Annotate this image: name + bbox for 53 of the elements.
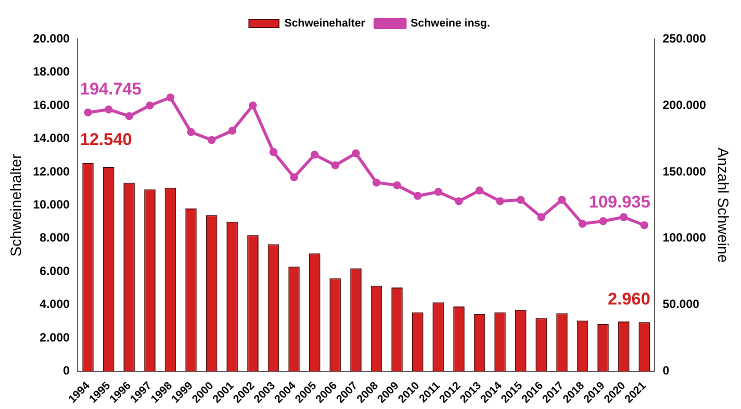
- y-tick-label: 14.000: [33, 131, 70, 146]
- point: [516, 196, 525, 204]
- y2-tick-label: 0: [662, 364, 670, 378]
- point: [208, 136, 216, 144]
- point: [187, 128, 196, 136]
- point: [454, 197, 463, 206]
- y-tick-label: 18.000: [33, 64, 70, 79]
- y2-tick-label: 100.000: [662, 230, 706, 245]
- y-tick-label: 2.000: [40, 330, 70, 344]
- y-tick-label: 16.000: [33, 98, 70, 112]
- y-tick-label: 4.000: [40, 297, 70, 312]
- y-tick-label: 6.000: [40, 264, 70, 278]
- y2-tick-label: 150.000: [662, 164, 706, 178]
- point: [104, 105, 113, 114]
- data-label: 109.935: [588, 192, 650, 212]
- point: [620, 213, 628, 222]
- y2-tick-label: 250.000: [662, 31, 706, 46]
- point: [640, 221, 648, 230]
- point: [248, 101, 257, 110]
- point: [125, 112, 134, 120]
- point: [310, 150, 319, 159]
- point: [146, 101, 154, 110]
- data-label: 12.540: [80, 130, 132, 150]
- legend-label: Schweinehalter: [284, 18, 366, 30]
- y-tick-label: 0: [63, 364, 70, 378]
- point: [537, 213, 546, 222]
- data-label: 194.745: [80, 80, 142, 99]
- point: [372, 178, 380, 187]
- point: [166, 93, 174, 102]
- point: [558, 196, 566, 204]
- y-tick-label: 12.000: [33, 164, 70, 178]
- point: [599, 217, 608, 226]
- y2-tick-label: 200.000: [662, 98, 706, 112]
- point: [269, 148, 278, 156]
- y-tick-label: 10.000: [33, 197, 70, 212]
- y2-axis-title: Anzahl Schweine: [714, 148, 731, 263]
- y-tick-label: 20.000: [33, 31, 70, 46]
- point: [578, 220, 587, 228]
- legend-label: Schweine insg.: [410, 18, 490, 30]
- point: [496, 197, 504, 206]
- point: [393, 181, 402, 190]
- y-axis-title: Schweinehalter: [8, 154, 26, 256]
- point: [352, 149, 360, 158]
- point: [475, 186, 484, 195]
- point: [228, 126, 236, 135]
- point: [84, 108, 92, 116]
- data-label: 2.960: [608, 289, 650, 308]
- point: [414, 192, 422, 200]
- point: [331, 161, 340, 170]
- y-tick-label: 8.000: [40, 230, 70, 245]
- point: [290, 173, 298, 182]
- y2-tick-label: 50.000: [662, 297, 700, 312]
- point: [434, 188, 442, 196]
